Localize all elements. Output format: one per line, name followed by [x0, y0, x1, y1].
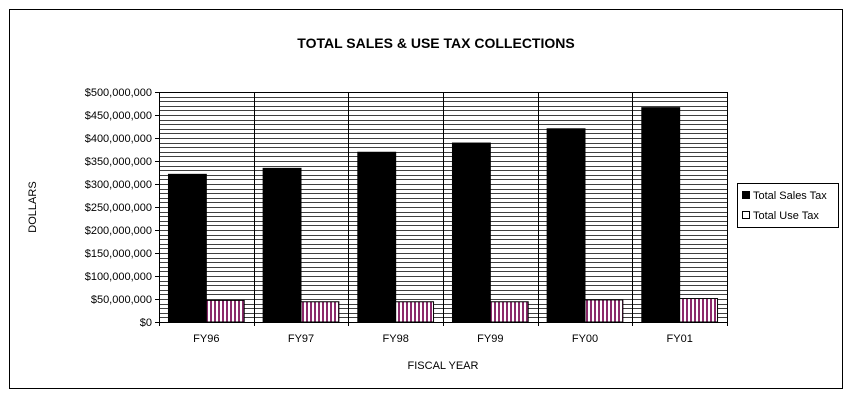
y-tick-label: $300,000,000	[85, 179, 152, 191]
bar-total-sales-tax	[451, 142, 491, 323]
gridlines	[159, 92, 728, 323]
y-tick-label: $0	[140, 317, 152, 329]
x-axis-title: FISCAL YEAR	[408, 360, 479, 372]
bar-total-sales-tax	[546, 128, 586, 323]
legend-box	[737, 183, 839, 228]
bar-total-use-tax	[584, 299, 624, 323]
y-tick-labels: $0 $50,000,000 $100,000,000 $150,000,000 $20…	[85, 87, 159, 329]
x-tick-label: FY97	[288, 333, 314, 345]
bar-total-use-tax	[679, 298, 719, 323]
bar-total-sales-tax	[167, 173, 207, 323]
bar-total-sales-tax	[262, 167, 302, 323]
legend-label-use-tax: Total Use Tax	[753, 210, 819, 222]
x-tick-label: FY98	[383, 333, 409, 345]
bar-total-use-tax	[489, 301, 529, 323]
bar-total-use-tax	[205, 299, 245, 323]
bars	[167, 107, 719, 323]
y-tick-label: $50,000,000	[91, 294, 152, 306]
y-tick-label: $100,000,000	[85, 271, 152, 283]
chart-frame: TOTAL SALES & USE TAX COLLECTIONS $0 $50,…	[9, 9, 843, 389]
x-tick-label: FY99	[477, 333, 503, 345]
x-tick-label: FY00	[572, 333, 598, 345]
bar-total-use-tax	[395, 301, 435, 323]
bar-total-use-tax	[300, 301, 340, 323]
y-tick-label: $150,000,000	[85, 248, 152, 260]
legend-label-sales-tax: Total Sales Tax	[753, 190, 827, 202]
legend-swatch-sales-tax	[742, 191, 750, 199]
sales-use-tax-chart: TOTAL SALES & USE TAX COLLECTIONS $0 $50,…	[27, 35, 839, 372]
y-tick-label: $350,000,000	[85, 156, 152, 168]
y-axis-title: DOLLARS	[27, 181, 39, 232]
chart-title: TOTAL SALES & USE TAX COLLECTIONS	[297, 35, 574, 51]
legend-swatch-use-tax	[742, 211, 750, 219]
legend: Total Sales Tax Total Use Tax	[737, 183, 839, 228]
y-tick-label: $400,000,000	[85, 133, 152, 145]
y-tick-label: $250,000,000	[85, 202, 152, 214]
y-tick-label: $500,000,000	[85, 87, 152, 99]
y-tick-label: $200,000,000	[85, 225, 152, 237]
x-tick-label: FY96	[193, 333, 219, 345]
y-tick-label: $450,000,000	[85, 110, 152, 122]
x-tick-label: FY01	[667, 333, 693, 345]
bar-total-sales-tax	[357, 151, 397, 323]
x-tick-labels: FY96 FY97 FY98 FY99 FY00 FY01	[159, 322, 728, 345]
bar-total-sales-tax	[641, 107, 681, 323]
